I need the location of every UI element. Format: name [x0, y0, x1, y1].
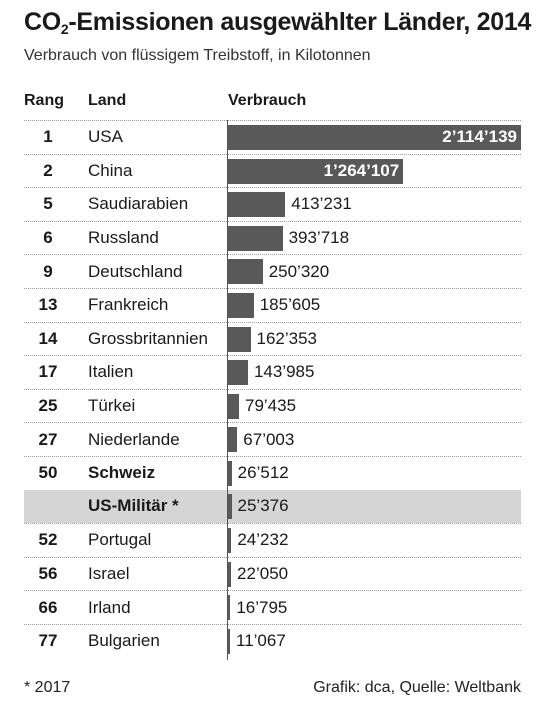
value-label: 413’231 — [291, 194, 352, 214]
table-row: 50 Schweiz 26’512 — [24, 456, 521, 490]
rank-cell: 14 — [38, 328, 58, 348]
rank-cell: 27 — [38, 429, 58, 449]
value-label: 11’067 — [236, 631, 286, 651]
country-label: Grossbritannien — [88, 328, 209, 348]
value-label: 22’050 — [237, 564, 289, 584]
bar — [228, 427, 238, 453]
rank-cell: 56 — [38, 564, 58, 584]
value-label: 162’353 — [256, 328, 318, 348]
bar — [228, 158, 404, 184]
value-label: 16’795 — [236, 597, 288, 617]
rank-cell: 66 — [38, 597, 58, 617]
table-row: 17 Italien 143’985 — [24, 355, 521, 389]
table-row: 77 Bulgarien 11’067 — [24, 624, 521, 658]
country-label: Saudiarabien — [88, 194, 189, 214]
header-value: Verbrauch — [228, 92, 307, 109]
bar — [228, 595, 231, 621]
source-credit: Grafik: dca, Quelle: Weltbank — [313, 679, 521, 696]
rank-cell: 2 — [43, 160, 53, 180]
country-label: Bulgarien — [88, 631, 160, 651]
value-label: 79’435 — [245, 396, 297, 416]
rank-cell: 5 — [43, 194, 53, 214]
bar — [228, 493, 232, 519]
country-label: Russland — [88, 228, 159, 248]
table-row: 2 China 1’264’107 — [24, 153, 521, 188]
title-subscript: 2 — [60, 21, 69, 37]
rank-cell: 77 — [38, 631, 58, 651]
bar — [228, 461, 232, 486]
value-label: 25’376 — [237, 496, 289, 516]
table-row: US-Militär * 25’376 — [24, 489, 521, 524]
table-row: 6 Russland 393’718 — [24, 220, 521, 255]
value-label: 67’003 — [243, 429, 295, 449]
bar — [228, 192, 286, 218]
value-label: 2’114’139 — [442, 127, 517, 147]
country-label: USA — [88, 127, 123, 147]
value-label: 1’264’107 — [323, 160, 400, 180]
table-row: 1 USA 2’114’139 — [24, 120, 521, 154]
value-label: 24’232 — [237, 530, 289, 550]
country-label: Türkei — [88, 396, 136, 416]
value-label: 185’605 — [259, 295, 321, 315]
country-label: China — [88, 160, 133, 180]
chart-subtitle: Verbrauch von flüssigem Treibstoff, in K… — [24, 47, 371, 64]
country-label: US-Militär * — [88, 496, 179, 516]
country-label: Israel — [88, 564, 130, 584]
bar — [228, 360, 248, 386]
value-label: 250’320 — [268, 261, 330, 281]
rank-cell: 9 — [43, 261, 53, 281]
country-label: Frankreich — [88, 295, 169, 315]
rank-cell: 52 — [38, 530, 58, 550]
table-row: 25 Türkei 79’435 — [24, 388, 521, 423]
table-row: 27 Niederlande 67’003 — [24, 422, 521, 456]
table-row: 5 Saudiarabien 413’231 — [24, 187, 521, 221]
bar — [228, 528, 232, 554]
title-rest: -Emissionen ausgewählter Länder, 2014 — [68, 8, 532, 36]
country-label: Schweiz — [88, 463, 156, 483]
value-label: 26’512 — [237, 463, 289, 483]
table-row: 14 Grossbritannien 162’353 — [24, 321, 521, 356]
bar — [228, 393, 239, 419]
rank-cell: 6 — [43, 228, 53, 248]
country-label: Niederlande — [88, 429, 180, 449]
value-label: 143’985 — [253, 362, 315, 382]
rank-cell: 1 — [43, 127, 53, 147]
chart-title: CO2-Emissionen ausgewählter Länder, 2014 — [24, 8, 531, 37]
country-label: Italien — [88, 362, 134, 382]
bar — [228, 259, 263, 285]
table-row: 56 Israel 22’050 — [24, 556, 521, 591]
header-land: Land — [88, 92, 127, 109]
country-label: Portugal — [88, 530, 152, 550]
rank-cell: 13 — [38, 295, 58, 315]
table-row: 52 Portugal 24’232 — [24, 523, 521, 557]
bar — [228, 326, 251, 352]
table-row: 66 Irland 16’795 — [24, 590, 521, 624]
bar — [228, 561, 232, 587]
bar — [228, 125, 521, 150]
bar — [228, 293, 254, 318]
bar-axis-line — [227, 120, 228, 660]
country-label: Deutschland — [88, 261, 183, 281]
rank-cell: 25 — [38, 396, 58, 416]
country-label: Irland — [88, 597, 131, 617]
table-row: 9 Deutschland 250’320 — [24, 254, 521, 288]
bar — [228, 629, 230, 654]
rank-cell: 50 — [38, 463, 58, 483]
bar — [228, 225, 283, 251]
header-rank: Rang — [24, 92, 64, 109]
rank-cell — [24, 490, 72, 524]
title-co: CO — [24, 8, 61, 36]
rank-cell: 17 — [38, 362, 58, 382]
footnote: * 2017 — [24, 679, 71, 696]
value-label: 393’718 — [288, 228, 350, 248]
table-row: 13 Frankreich 185’605 — [24, 288, 521, 322]
